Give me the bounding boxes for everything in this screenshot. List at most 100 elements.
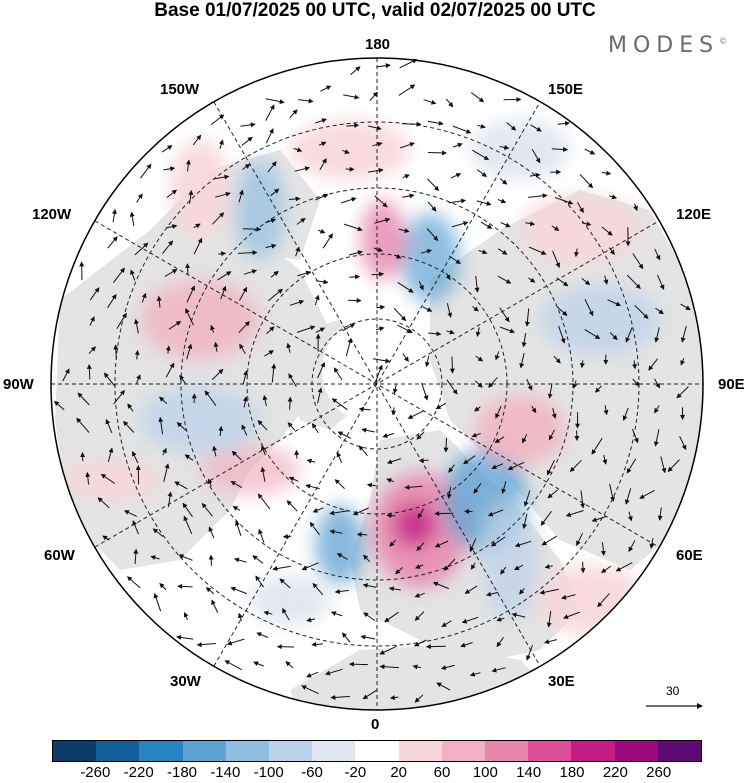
wind-vector-arrow xyxy=(414,694,424,703)
wind-vector-arrow xyxy=(265,128,274,144)
wind-vector-arrow xyxy=(123,510,138,517)
wind-vector-arrow xyxy=(539,588,559,595)
wind-vector-arrow xyxy=(165,224,178,230)
wind-vector-arrow xyxy=(376,63,391,69)
label-60e: 60E xyxy=(676,547,703,564)
wind-vector-arrow xyxy=(579,360,585,369)
colorbar-swatch xyxy=(355,741,399,761)
colorbar-swatch xyxy=(571,741,615,761)
wind-vector-arrow xyxy=(386,478,395,483)
wind-vector-arrow xyxy=(485,591,499,597)
wind-vector-arrow xyxy=(224,660,242,671)
wind-vector-arrow xyxy=(204,390,217,406)
wind-vector-arrow xyxy=(294,166,311,172)
colorbar-swatch xyxy=(528,741,572,761)
wind-vector-arrow xyxy=(500,566,507,575)
wind-vector-arrow xyxy=(150,555,160,561)
wind-vector-arrow xyxy=(398,84,416,96)
wind-vector-arrow xyxy=(311,641,324,647)
wind-vector-arrow xyxy=(540,510,552,526)
wind-vector-arrow xyxy=(102,535,110,541)
modes-logo: MODES© xyxy=(608,33,727,58)
wind-vector-arrow xyxy=(130,269,136,281)
wind-vector-arrow xyxy=(362,689,377,700)
wind-vector-arrow xyxy=(384,611,399,623)
wind-vector-arrow xyxy=(528,277,536,283)
wind-vector-arrow xyxy=(341,197,357,204)
wind-vector-arrow xyxy=(469,538,477,553)
wind-vector-arrow xyxy=(305,483,320,490)
negative-anomaly xyxy=(470,120,570,180)
wind-vector-arrow xyxy=(556,277,569,287)
wind-vector-arrow xyxy=(239,286,248,301)
colorbar-swatch xyxy=(485,741,529,761)
wind-vector-arrow xyxy=(544,564,553,569)
wind-vector-arrow xyxy=(301,562,319,571)
wind-vector-arrow xyxy=(282,608,290,621)
wind-vector-arrow xyxy=(348,250,363,256)
wind-vector-arrow xyxy=(333,367,343,381)
wind-vector-arrow xyxy=(293,147,303,153)
wind-vector-arrow xyxy=(580,561,586,574)
label-120w: 120W xyxy=(32,206,72,223)
wind-vector-arrow xyxy=(331,398,348,411)
wind-vector-arrow xyxy=(597,593,610,608)
wind-vector-arrow xyxy=(282,533,292,539)
wind-vector-arrow xyxy=(676,386,689,399)
colorbar-swatch xyxy=(398,741,442,761)
wind-vector-arrow xyxy=(603,275,609,285)
wind-vector-arrow xyxy=(393,307,407,322)
wind-vector-arrow xyxy=(218,425,224,437)
wind-vector-arrow xyxy=(343,94,360,100)
wind-vector-arrow xyxy=(556,306,568,317)
wind-vector-arrow xyxy=(427,150,448,156)
wind-vector-arrow xyxy=(241,424,248,436)
wind-vector-arrow xyxy=(319,157,327,171)
wind-vector-arrow xyxy=(528,193,548,199)
wind-vector-arrow xyxy=(372,141,383,147)
wind-vector-arrow xyxy=(572,380,578,389)
wind-vector-arrow xyxy=(544,639,557,645)
wind-vector-arrow xyxy=(62,368,70,382)
wind-vector-arrow xyxy=(514,564,524,571)
wind-vector-arrow xyxy=(325,668,343,676)
wind-vector-arrow xyxy=(270,188,280,197)
wind-vector-arrow xyxy=(476,200,492,206)
wind-vector-arrow xyxy=(546,459,555,476)
wind-vector-arrow xyxy=(519,352,525,369)
wind-vector-arrow xyxy=(141,292,147,303)
colorbar xyxy=(52,740,702,762)
wind-vector-arrow xyxy=(317,228,326,234)
wind-vector-arrow xyxy=(591,515,608,523)
wind-vector-arrow xyxy=(601,565,612,573)
wind-vector-arrow xyxy=(176,422,187,431)
negative-anomaly xyxy=(400,213,460,303)
wind-vector-arrow xyxy=(230,480,243,489)
wind-vector-arrow xyxy=(500,222,511,228)
label-30w: 30W xyxy=(170,673,201,690)
wind-vector-arrow xyxy=(394,567,403,575)
wind-vector-arrow xyxy=(448,198,467,204)
wind-vector-arrow xyxy=(315,118,327,124)
wind-vector-arrow xyxy=(107,236,118,249)
wind-vector-arrow xyxy=(185,263,191,275)
wind-vector-arrow xyxy=(389,539,396,547)
wind-vector-arrow xyxy=(271,363,277,383)
positive-anomaly xyxy=(475,395,565,465)
wind-vector-arrow xyxy=(632,360,638,370)
wind-vector-arrow xyxy=(594,385,602,393)
positive-anomaly xyxy=(535,565,645,635)
wind-vector-arrow xyxy=(471,432,481,438)
wind-vector-arrow xyxy=(490,536,506,547)
wind-vector-arrow xyxy=(182,502,193,518)
wind-vector-arrow xyxy=(446,379,458,395)
wind-vector-arrow xyxy=(288,476,299,482)
wind-vector-arrow xyxy=(413,639,427,647)
wind-vector-arrow xyxy=(207,478,213,487)
wind-vector-arrow xyxy=(418,281,424,291)
wind-vector-arrow xyxy=(399,59,418,69)
wind-vector-arrow xyxy=(427,120,444,126)
wind-vector-arrow xyxy=(220,285,227,300)
wind-vector-arrow xyxy=(551,146,569,152)
